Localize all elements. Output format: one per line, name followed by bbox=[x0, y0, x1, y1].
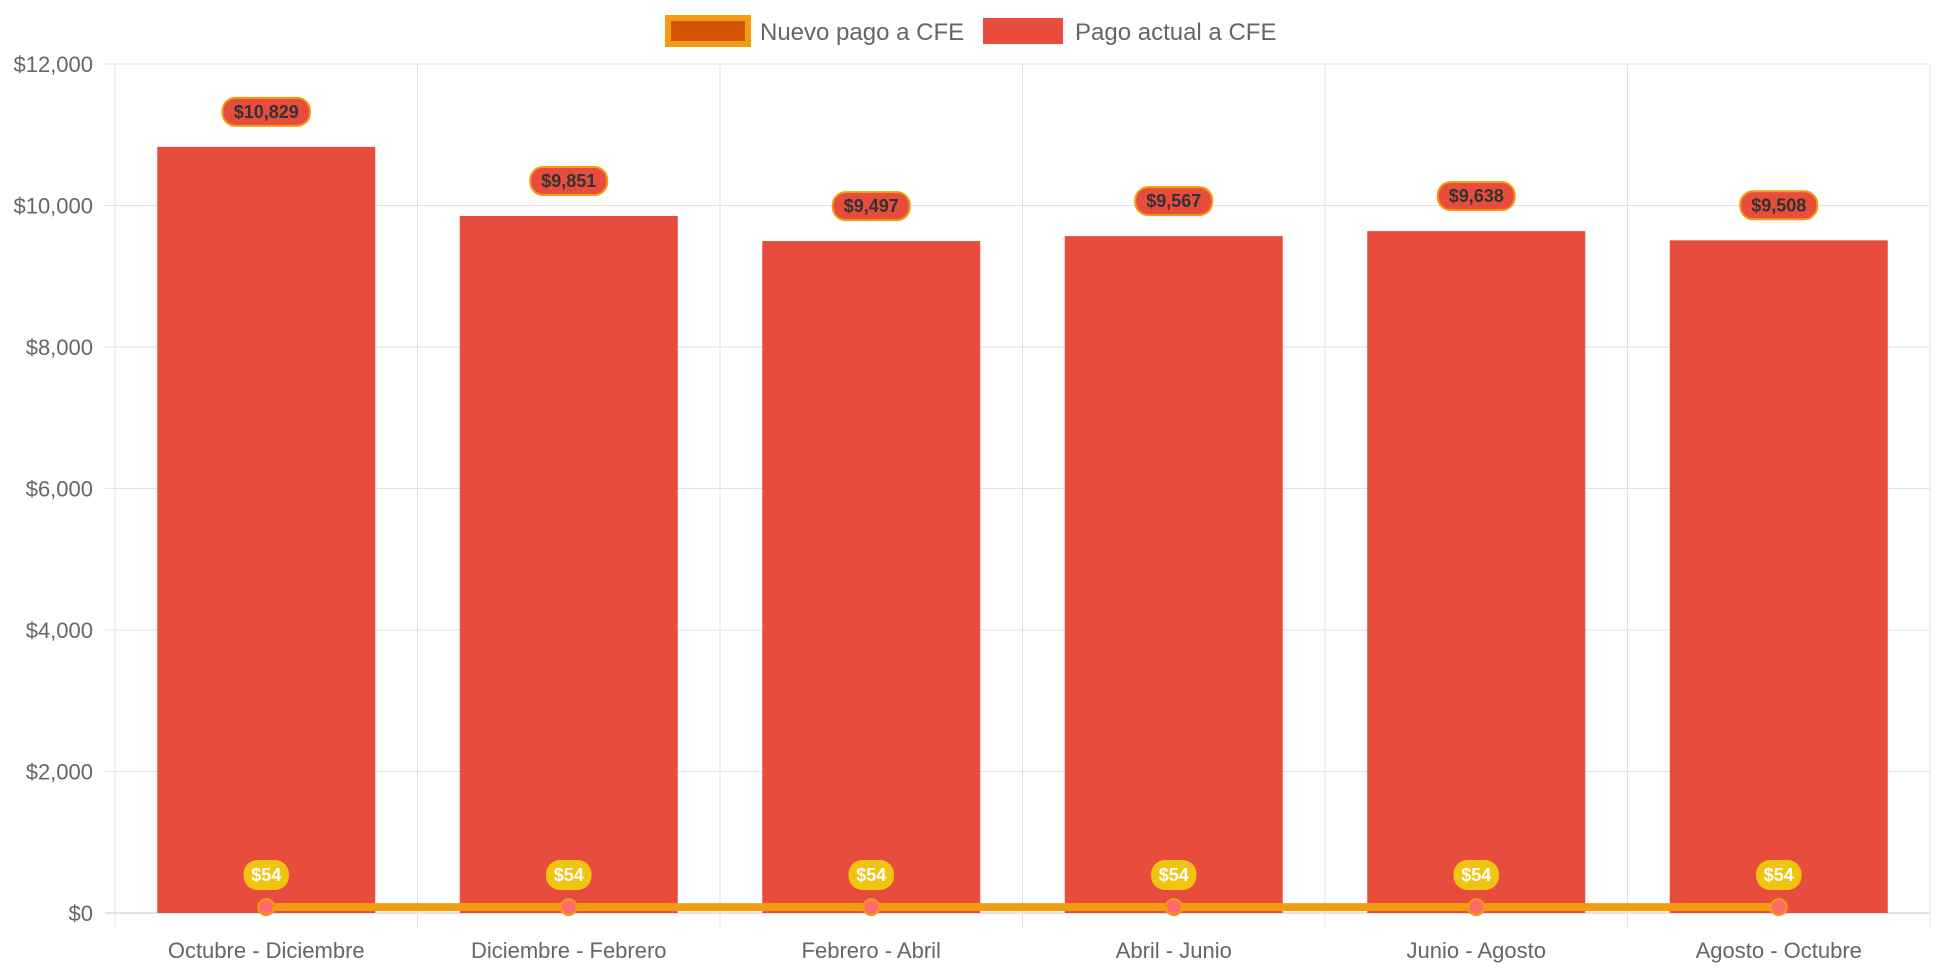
bar-data-label: $9,851 bbox=[541, 171, 596, 191]
line-data-label: $54 bbox=[554, 865, 584, 885]
line-series bbox=[257, 898, 1788, 917]
line-data-label: $54 bbox=[856, 865, 886, 885]
y-tick-label: $2,000 bbox=[26, 760, 93, 785]
bar-label-bg bbox=[1134, 186, 1214, 217]
bar-label-bg bbox=[1436, 181, 1516, 212]
line-data-label: $54 bbox=[1159, 865, 1189, 885]
legend-item-nuevo-pago[interactable]: Nuevo pago a CFE bbox=[665, 15, 964, 47]
bar[interactable] bbox=[762, 241, 981, 913]
line-label-bg bbox=[1756, 860, 1802, 890]
y-tick-label: $6,000 bbox=[26, 477, 93, 502]
bar-data-label: $9,567 bbox=[1146, 191, 1201, 211]
axes: $0 $2,000 $4,000 $6,000 $8,000 $10,000 $12,000… bbox=[13, 52, 1861, 963]
line-point[interactable] bbox=[1467, 898, 1486, 917]
line-label-bg bbox=[848, 860, 894, 890]
y-tick-label: $10,000 bbox=[13, 194, 93, 219]
bar[interactable] bbox=[1367, 231, 1586, 913]
bar[interactable] bbox=[1064, 236, 1283, 913]
bar-label-bg bbox=[831, 191, 911, 222]
bar-data-label: $10,829 bbox=[234, 102, 299, 122]
line-label-bg bbox=[1453, 860, 1499, 890]
y-tick-label: $12,000 bbox=[13, 52, 93, 77]
bar[interactable] bbox=[459, 216, 678, 913]
line-label-bg bbox=[243, 860, 289, 890]
grid bbox=[105, 63, 1931, 927]
line-label-bg bbox=[546, 860, 592, 890]
line-data-label: $54 bbox=[1764, 865, 1794, 885]
line-point[interactable] bbox=[862, 898, 881, 917]
legend-swatch-nuevo-pago bbox=[665, 15, 751, 47]
line-point[interactable] bbox=[559, 898, 578, 917]
legend-label-pago-actual: Pago actual a CFE bbox=[1075, 19, 1276, 46]
bar[interactable] bbox=[157, 146, 376, 913]
legend-item-pago-actual[interactable]: Pago actual a CFE bbox=[983, 18, 1276, 46]
line-point[interactable] bbox=[1769, 898, 1788, 917]
legend-label-nuevo-pago: Nuevo pago a CFE bbox=[760, 19, 964, 46]
x-tick-label: Febrero - Abril bbox=[802, 938, 941, 963]
bar-label-bg bbox=[529, 166, 609, 197]
line-point[interactable] bbox=[257, 898, 276, 917]
line-point[interactable] bbox=[1164, 898, 1183, 917]
data-labels: $10,829 $9,851 $9,497 $9,567 $9,638 $9,508 $54… bbox=[221, 96, 1819, 890]
line-label-bg bbox=[1151, 860, 1197, 890]
line-data-label: $54 bbox=[1461, 865, 1491, 885]
x-tick-label: Agosto - Octubre bbox=[1696, 938, 1862, 963]
x-tick-label: Diciembre - Febrero bbox=[471, 938, 667, 963]
x-tick-label: Junio - Agosto bbox=[1407, 938, 1546, 963]
bar-label-bg bbox=[221, 96, 311, 127]
bar-label-bg bbox=[1739, 190, 1819, 221]
bar-data-label: $9,508 bbox=[1751, 195, 1806, 215]
x-tick-label: Octubre - Diciembre bbox=[168, 938, 365, 963]
legend[interactable]: Nuevo pago a CFE Pago actual a CFE bbox=[665, 15, 1276, 47]
x-tick-label: Abril - Junio bbox=[1116, 938, 1232, 963]
bar-series bbox=[157, 146, 1888, 913]
y-tick-label: $8,000 bbox=[26, 335, 93, 360]
bar-data-label: $9,638 bbox=[1449, 186, 1504, 206]
bar-data-label: $9,497 bbox=[844, 196, 899, 216]
bar[interactable] bbox=[1669, 240, 1888, 913]
y-tick-label: $4,000 bbox=[26, 618, 93, 643]
legend-swatch-pago-actual bbox=[983, 18, 1063, 44]
line-data-label: $54 bbox=[251, 865, 281, 885]
y-tick-label: $0 bbox=[69, 901, 93, 926]
